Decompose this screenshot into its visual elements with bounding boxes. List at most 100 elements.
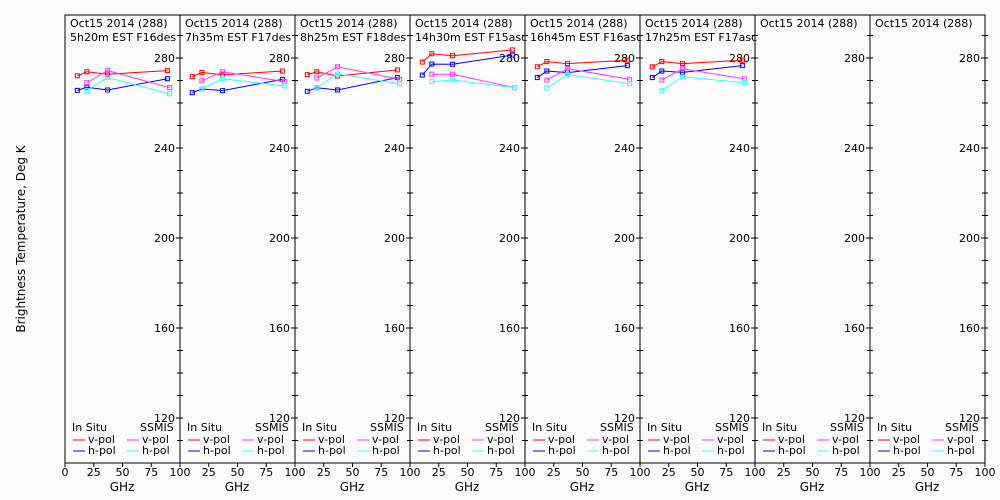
data-point-ssmis_h — [450, 77, 456, 83]
data-point-ssmis_h — [167, 91, 173, 97]
y-tick-label: 200 — [844, 232, 865, 245]
data-point-insitu_v — [394, 67, 400, 73]
data-point-ssmis_h — [314, 85, 320, 91]
legend-insitu-heading: In Situ — [877, 421, 912, 434]
y-tick-label: 160 — [729, 322, 750, 335]
data-point-ssmis_h — [742, 80, 748, 86]
series-line-insitu_v — [192, 70, 283, 78]
data-point-ssmis_h — [565, 72, 571, 78]
y-tick-label: 240 — [959, 142, 980, 155]
legend-label-insitu_h: h-pol — [203, 444, 231, 457]
data-point-ssmis_v — [105, 68, 111, 74]
y-tick-label: 120 — [269, 412, 290, 425]
series-line-insitu_v — [652, 59, 743, 68]
legend-label-insitu_v: v-pol — [663, 433, 690, 446]
legend-insitu-heading: In Situ — [302, 421, 337, 434]
y-tick-label: 160 — [384, 322, 405, 335]
y-tick-label: 200 — [154, 232, 175, 245]
legend-label-insitu_h: h-pol — [893, 444, 921, 457]
legend-label-insitu_v: v-pol — [88, 433, 115, 446]
series-line-ssmis_v — [431, 73, 515, 89]
x-tick-label: 100 — [400, 466, 421, 479]
x-tick-label: 75 — [834, 466, 848, 479]
panel-subtitle: 5h20m EST F16des — [70, 31, 176, 44]
data-point-insitu_v — [279, 68, 285, 74]
series-line-ssmis_h — [201, 78, 285, 90]
legend-label-insitu_h: h-pol — [548, 444, 576, 457]
y-tick-label: 160 — [844, 322, 865, 335]
data-point-ssmis_h — [397, 81, 403, 87]
x-tick-label: 50 — [231, 466, 245, 479]
x-axis-label: GHz — [685, 480, 710, 494]
legend-label-insitu_h: h-pol — [778, 444, 806, 457]
x-tick-label: 75 — [719, 466, 733, 479]
data-point-ssmis_v — [199, 78, 205, 84]
data-point-insitu_h — [534, 75, 540, 81]
panel-title: Oct15 2014 (288) — [530, 17, 628, 30]
y-tick-label: 280 — [614, 52, 635, 65]
data-point-insitu_v — [659, 59, 665, 65]
panel-title: Oct15 2014 (288) — [300, 17, 398, 30]
data-point-insitu_v — [429, 51, 435, 57]
data-point-ssmis_v — [544, 77, 550, 83]
series-line-insitu_h — [421, 54, 513, 76]
x-tick-label: 50 — [921, 466, 935, 479]
legend-label-insitu_v: v-pol — [778, 433, 805, 446]
data-point-insitu_v — [189, 74, 195, 80]
series-line-ssmis_v — [316, 66, 400, 80]
legend-label-ssmis_v: v-pol — [257, 433, 284, 446]
panel-title: Oct15 2014 (288) — [70, 17, 168, 30]
data-point-ssmis_h — [429, 79, 435, 85]
x-tick-label: 25 — [432, 466, 446, 479]
y-tick-label: 200 — [269, 232, 290, 245]
panel-subtitle: 17h25m EST F17asc — [645, 31, 757, 44]
series-line-insitu_v — [77, 70, 168, 77]
legend-label-insitu_v: v-pol — [203, 433, 230, 446]
y-tick-label: 120 — [499, 412, 520, 425]
x-tick-label: 100 — [170, 466, 191, 479]
series-line-insitu_v — [421, 49, 513, 63]
data-point-ssmis_v — [565, 66, 571, 72]
data-point-ssmis_h — [84, 88, 90, 94]
y-tick-label: 120 — [729, 412, 750, 425]
data-point-insitu_h — [624, 63, 630, 69]
x-tick-label: 50 — [691, 466, 705, 479]
legend-label-insitu_v: v-pol — [318, 433, 345, 446]
series-line-insitu_h — [192, 78, 283, 94]
series-line-ssmis_h — [661, 76, 745, 92]
legend-label-ssmis_v: v-pol — [487, 433, 514, 446]
x-tick-label: 75 — [949, 466, 963, 479]
series-line-ssmis_h — [431, 79, 515, 89]
legend-label-ssmis_h: h-pol — [372, 444, 400, 457]
x-axis-label: GHz — [915, 480, 940, 494]
data-point-insitu_h — [659, 68, 665, 74]
y-tick-label: 120 — [959, 412, 980, 425]
series-line-insitu_h — [537, 65, 628, 78]
legend-insitu-heading: In Situ — [417, 421, 452, 434]
panel-title: Oct15 2014 (288) — [760, 17, 858, 30]
x-axis-label: GHz — [800, 480, 825, 494]
data-point-insitu_v — [509, 47, 515, 53]
data-point-ssmis_v — [450, 71, 456, 77]
data-point-ssmis_v — [84, 80, 90, 86]
data-point-ssmis_h — [199, 86, 205, 92]
data-point-insitu_v — [84, 69, 90, 75]
data-point-insitu_h — [74, 87, 80, 93]
y-tick-label: 120 — [614, 412, 635, 425]
y-tick-label: 120 — [844, 412, 865, 425]
x-tick-label: 50 — [461, 466, 475, 479]
x-axis-label: GHz — [110, 480, 135, 494]
data-point-ssmis_h — [105, 75, 111, 81]
panel-subtitle: 7h35m EST F17des — [185, 31, 291, 44]
data-point-insitu_v — [649, 64, 655, 70]
y-tick-label: 240 — [614, 142, 635, 155]
x-axis-label: GHz — [455, 480, 480, 494]
x-tick-label: 25 — [317, 466, 331, 479]
x-tick-label: 25 — [202, 466, 216, 479]
data-point-insitu_v — [624, 57, 630, 63]
y-tick-label: 200 — [959, 232, 980, 245]
x-axis-label: GHz — [225, 480, 250, 494]
legend-ssmis-heading: SSMIS — [945, 421, 979, 434]
legend-label-ssmis_h: h-pol — [487, 444, 515, 457]
data-point-insitu_h — [304, 88, 310, 94]
